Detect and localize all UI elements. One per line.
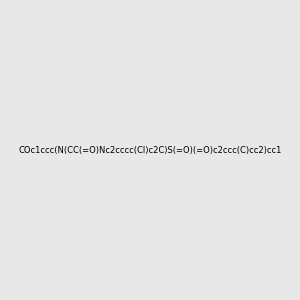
Text: COc1ccc(N(CC(=O)Nc2cccc(Cl)c2C)S(=O)(=O)c2ccc(C)cc2)cc1: COc1ccc(N(CC(=O)Nc2cccc(Cl)c2C)S(=O)(=O)… [18,146,282,154]
